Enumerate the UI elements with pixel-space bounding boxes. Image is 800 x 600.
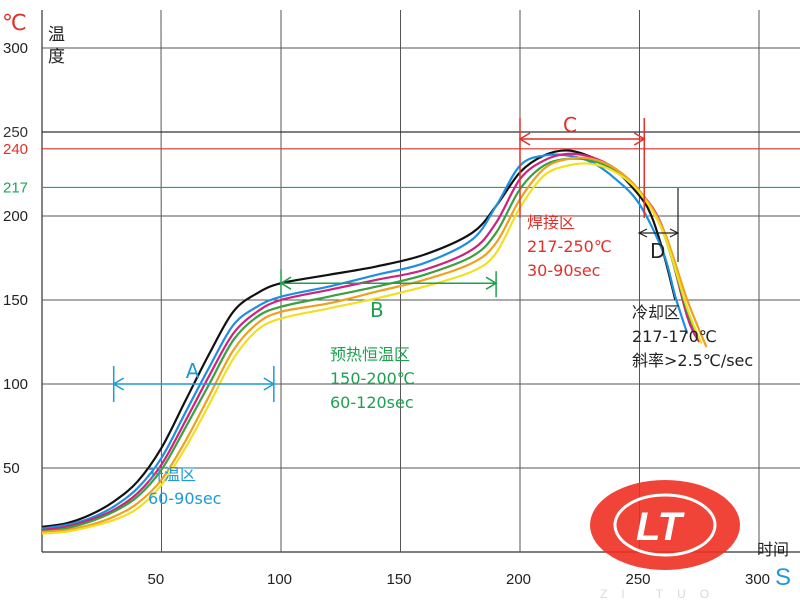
zone-d-text: 217-170℃ <box>632 327 717 346</box>
zone-d-text: 冷却区 <box>632 303 680 322</box>
zone-d-head-left <box>637 228 648 238</box>
zone-c-text: 焊接区 <box>527 213 575 232</box>
zone-b-head-left <box>279 276 292 290</box>
x-tick-label: 250 <box>626 571 651 588</box>
y-axis-title: 度 <box>48 47 65 67</box>
y-tick-label: 100 <box>3 376 28 393</box>
zone-c-text: 30-90sec <box>527 261 600 280</box>
ref-label-240: 240 <box>3 141 28 158</box>
x-tick-label: 100 <box>267 571 292 588</box>
zone-annotations: A 升温区 60-90sec B 预热恒温区 150-200℃ 60-120sec C 焊接区 2… <box>112 113 753 508</box>
series-line-4 <box>41 157 701 533</box>
zone-c-head-left <box>518 132 531 146</box>
zone-a-text: 60-90sec <box>148 489 221 508</box>
zone-a-text: 升温区 <box>148 465 196 484</box>
zone-d-head-right <box>669 228 680 238</box>
zone-a-head-left <box>112 377 125 391</box>
y-tick-label: 200 <box>3 208 28 225</box>
y-unit: ℃ <box>2 11 27 36</box>
zone-d-text: 斜率>2.5℃/sec <box>632 351 753 370</box>
zone-b-head-right <box>485 276 498 290</box>
x-axis: 50 100 150 200 250 300 时间 S <box>148 540 792 591</box>
y-tick-label: 50 <box>3 460 20 477</box>
x-axis-title: 时间 <box>757 540 789 559</box>
logo-text: LT <box>636 505 685 549</box>
y-axis-title: 温 <box>48 25 65 45</box>
ref-label-250: 250 <box>3 124 28 141</box>
zone-b-text: 60-120sec <box>330 393 414 412</box>
logo-ellipse <box>590 480 740 570</box>
series-lines <box>41 149 708 535</box>
zone-d-label: D <box>650 239 665 263</box>
series-line-2 <box>41 153 689 530</box>
series-line-1 <box>41 149 677 528</box>
x-tick-label: 150 <box>387 571 412 588</box>
y-axis: 50 100 150 200 300 ℃ 温度 <box>2 11 65 477</box>
y-tick-label: 150 <box>3 292 28 309</box>
zone-b-text: 预热恒温区 <box>330 345 410 364</box>
zone-c-label: C <box>563 113 577 137</box>
ref-label-217: 217 <box>3 179 28 196</box>
zone-c-head-right <box>633 132 646 146</box>
zone-c-text: 217-250℃ <box>527 237 612 256</box>
lt-logo: LT ZI TUO <box>590 480 740 600</box>
logo-ring <box>613 493 717 557</box>
series-line-6 <box>41 162 703 535</box>
series-line-5 <box>41 156 708 533</box>
x-tick-label: 50 <box>148 571 165 588</box>
y-tick-label: 300 <box>3 40 28 57</box>
grid-vline <box>160 9 162 553</box>
series-line-3 <box>41 152 701 532</box>
x-unit: S <box>775 564 791 591</box>
logo-subtitle: ZI TUO <box>600 587 723 600</box>
zone-b-text: 150-200℃ <box>330 369 415 388</box>
zone-a-label: A <box>186 359 200 383</box>
x-tick-label: 200 <box>506 571 531 588</box>
zone-a-head-right <box>263 377 276 391</box>
zone-b-label: B <box>370 298 384 322</box>
x-tick-label: 300 <box>745 571 770 588</box>
